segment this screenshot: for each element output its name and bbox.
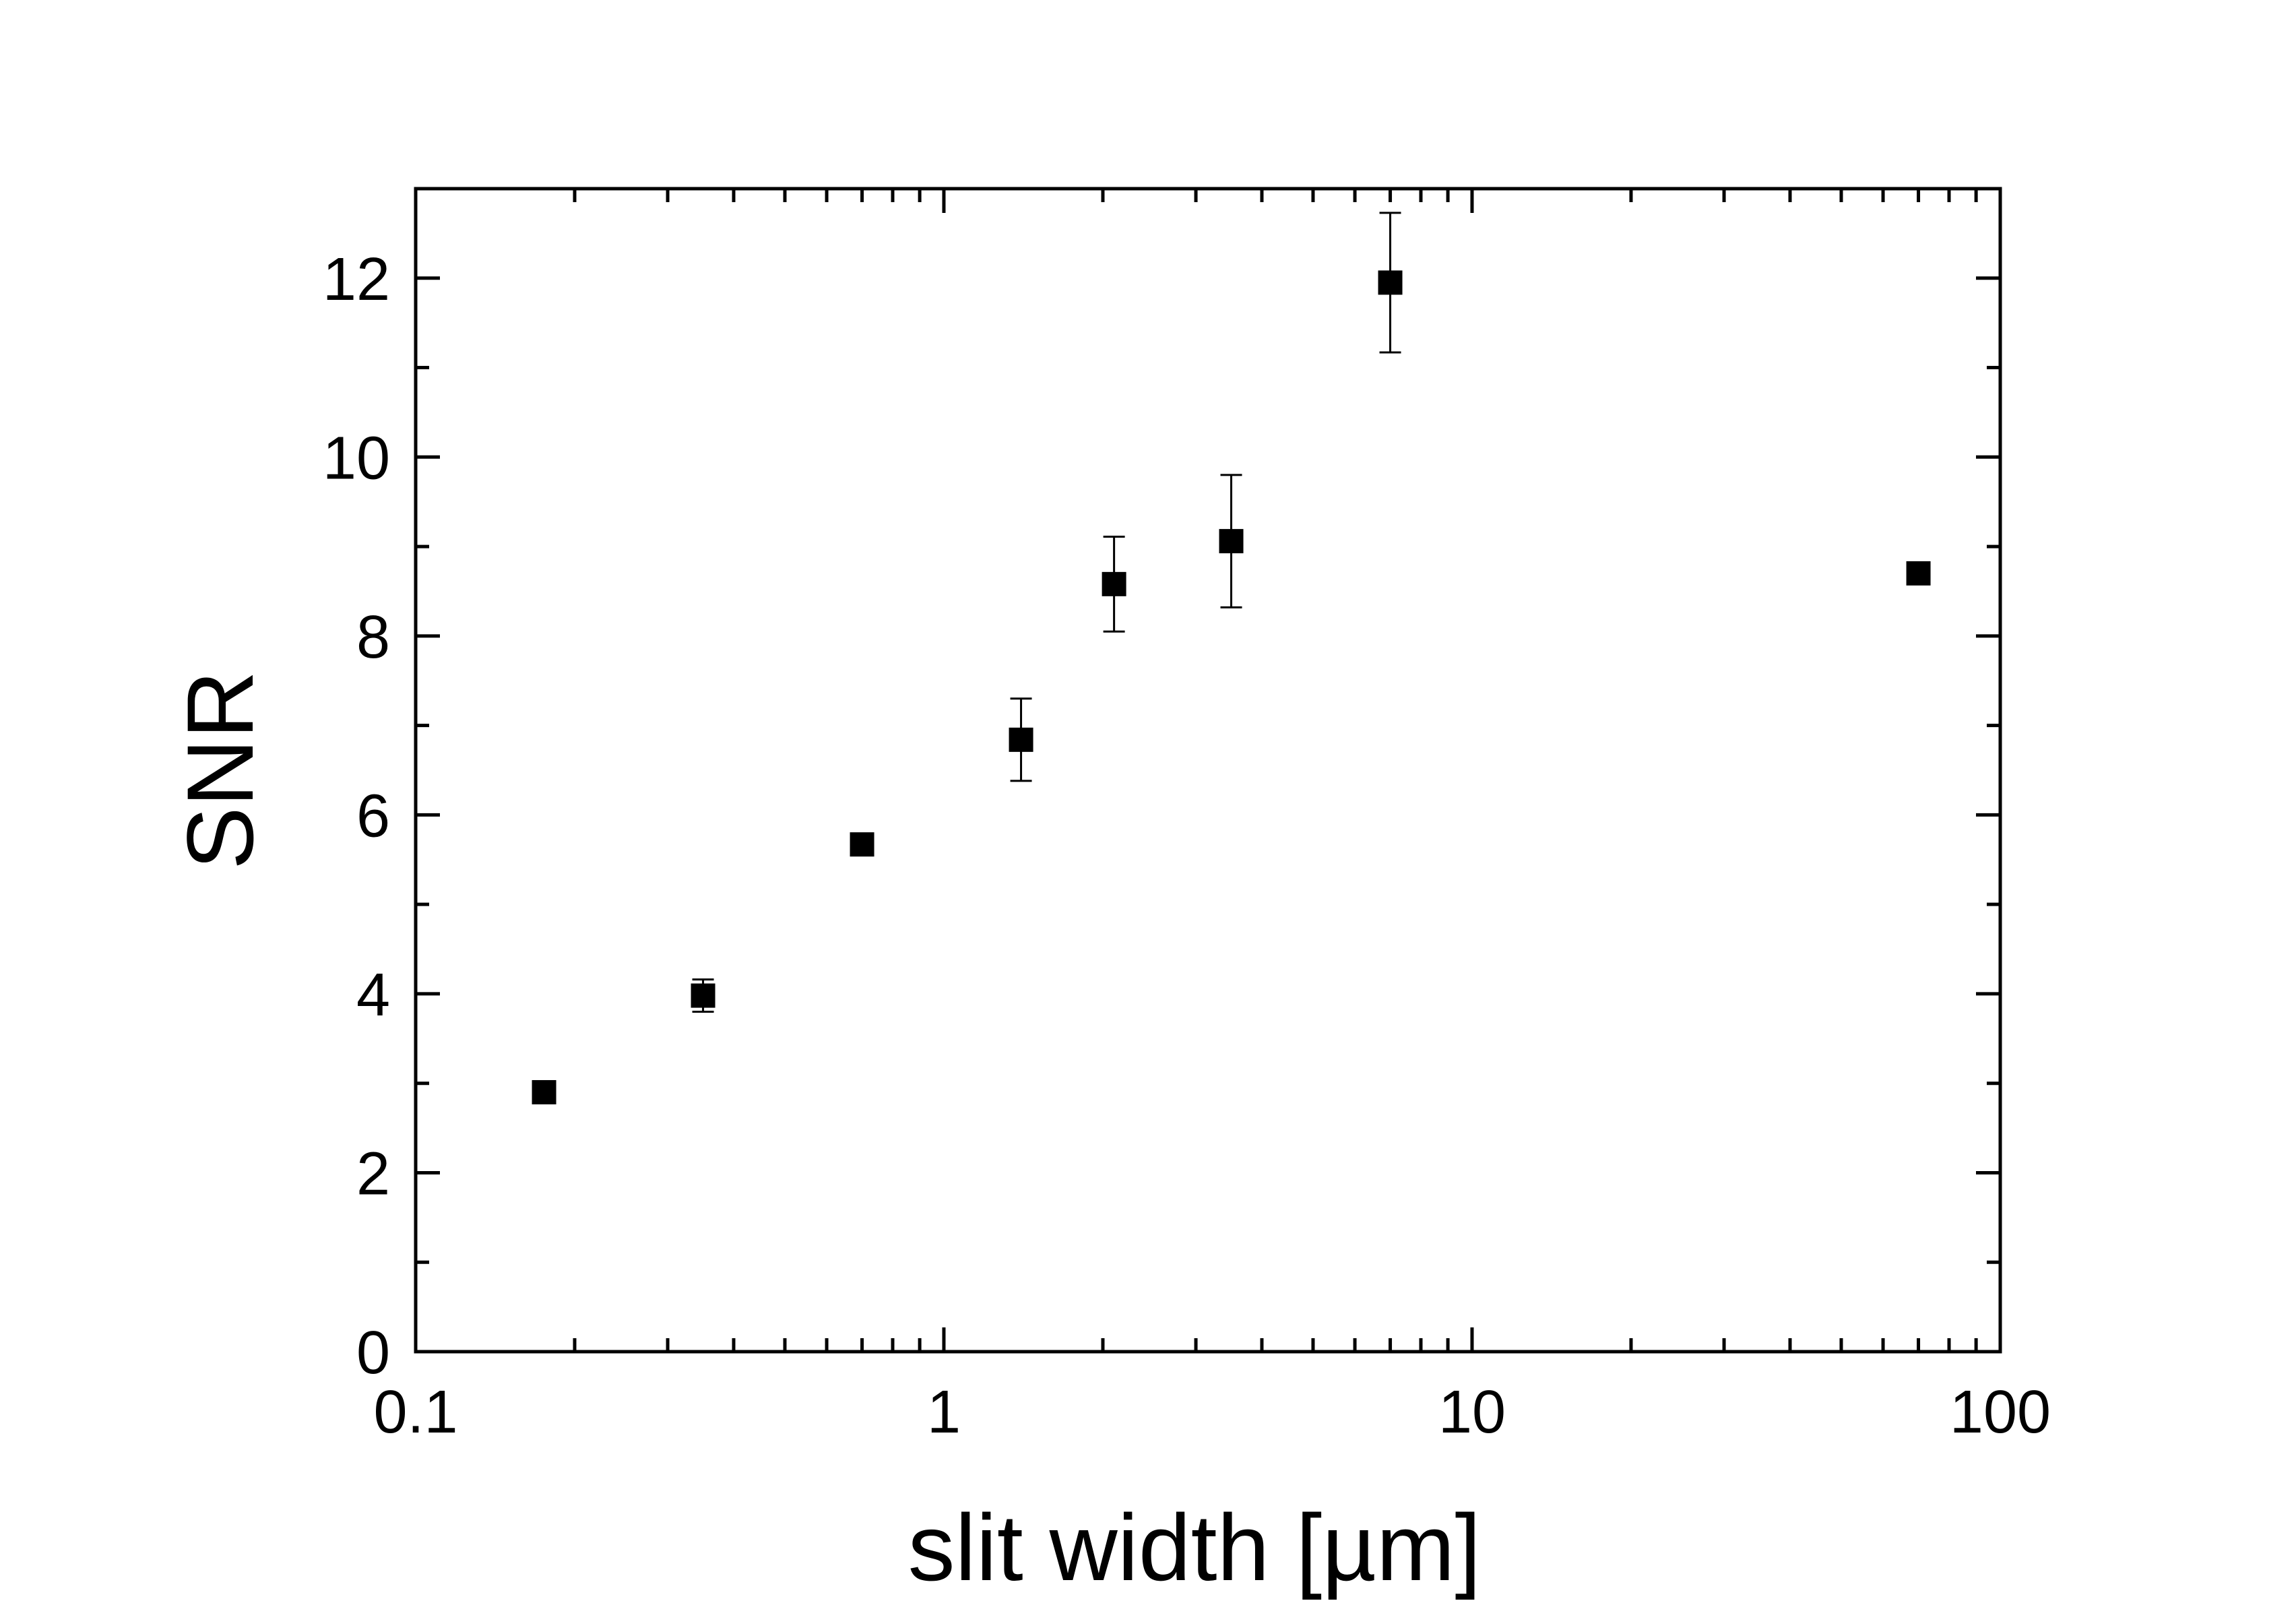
tick-labels: 0.1 1 10 100 0 2 4 6 8 10 12: [323, 246, 2051, 1446]
y-tick-label: 2: [356, 1140, 390, 1207]
data-point-group: [1009, 697, 1033, 782]
data-points: [532, 212, 1931, 1104]
x-tick-label: 0.1: [373, 1379, 457, 1446]
data-point-group: [532, 1079, 556, 1104]
data-point-group: [691, 978, 715, 1013]
y-tick-label: 0: [356, 1319, 390, 1387]
x-tick-label: 10: [1438, 1379, 1506, 1446]
x-tick-label: 100: [1950, 1379, 2051, 1446]
y-tick-label: 4: [356, 962, 390, 1029]
data-point: [532, 1079, 556, 1104]
data-point: [850, 832, 874, 857]
data-point: [1219, 529, 1244, 554]
y-tick-label: 12: [323, 246, 390, 313]
data-point-group: [1102, 535, 1126, 633]
data-point-group: [1906, 561, 1931, 586]
data-point: [1102, 571, 1126, 596]
y-tick-label: 8: [356, 604, 390, 671]
data-point-group: [850, 832, 874, 857]
plot-frame: [414, 187, 2002, 1354]
data-point: [1378, 270, 1403, 295]
data-point-group: [1219, 474, 1244, 608]
x-tick-label: 1: [927, 1379, 961, 1446]
y-tick-label: 6: [356, 782, 390, 850]
data-point-group: [1378, 212, 1403, 354]
y-axis-title: SNR: [167, 670, 273, 870]
y-tick-label: 10: [323, 425, 390, 492]
x-axis-title: slit width [µm]: [908, 1495, 1481, 1600]
data-point: [1906, 561, 1931, 586]
data-point: [691, 983, 715, 1008]
data-point: [1009, 727, 1033, 752]
